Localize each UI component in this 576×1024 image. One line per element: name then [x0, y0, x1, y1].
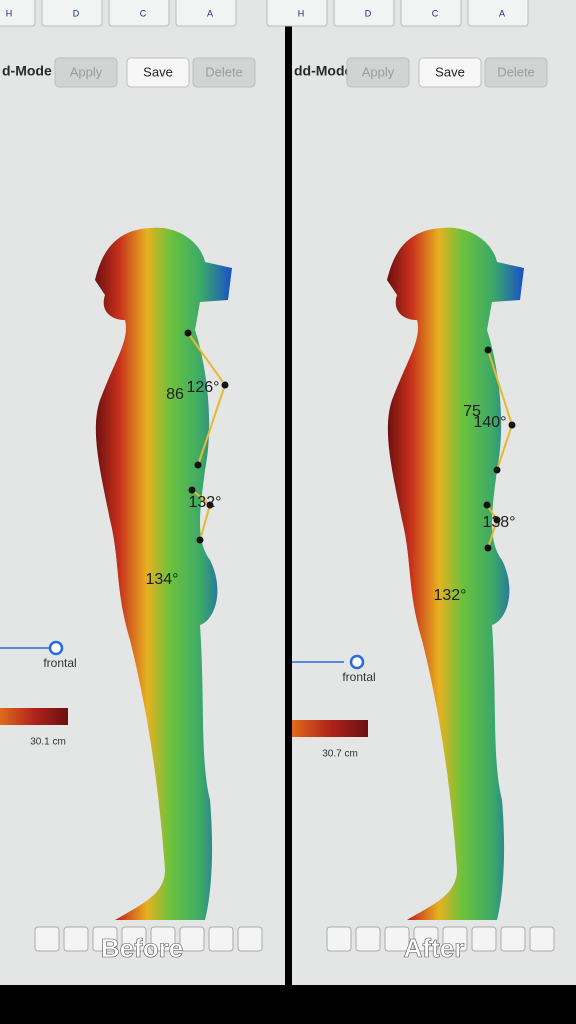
tool-icon-label: D: [73, 8, 80, 18]
tool-button[interactable]: [0, 0, 36, 27]
toolbar-button-label: Save: [143, 64, 173, 79]
landmark-dot: [184, 329, 192, 337]
color-scale: [292, 720, 368, 737]
view-button[interactable]: [34, 926, 60, 952]
body-scan: [95, 227, 232, 920]
scale-label: 30.7 cm: [322, 749, 358, 760]
view-button[interactable]: [63, 926, 89, 952]
tool-icon-label: H: [6, 8, 13, 18]
tool-icon-label: D: [365, 8, 372, 18]
toolbar-button-label: Save: [435, 64, 465, 79]
angle-label: 138°: [482, 514, 515, 531]
mode-label: dd-Mode: [294, 63, 353, 79]
landmark-dot: [221, 381, 229, 389]
caption: Before: [101, 933, 183, 963]
tool-icon-label: A: [499, 8, 505, 18]
landmark-dot: [484, 544, 492, 552]
angle-label: 140°: [473, 414, 506, 431]
view-button[interactable]: [471, 926, 497, 952]
toolbar-button-label: Delete: [205, 64, 243, 79]
angle-label: 75: [463, 403, 481, 420]
angle-label: 134°: [145, 571, 178, 588]
view-button[interactable]: [237, 926, 263, 952]
angle-label: 132°: [188, 494, 221, 511]
angle-label: 132°: [433, 587, 466, 604]
view-button[interactable]: [442, 926, 468, 952]
landmark-dot: [493, 466, 501, 474]
view-button[interactable]: [413, 926, 439, 952]
tool-button[interactable]: [108, 0, 170, 27]
angle-label: 126°: [186, 379, 219, 396]
tool-icon-label: C: [140, 8, 147, 18]
view-button[interactable]: [121, 926, 147, 952]
caption: After: [404, 933, 465, 963]
landmark-dot: [483, 501, 491, 509]
toolbar-button[interactable]: [54, 57, 118, 88]
landmark-dot: [484, 346, 492, 354]
view-button[interactable]: [208, 926, 234, 952]
color-scale: [0, 708, 68, 725]
view-button[interactable]: [355, 926, 381, 952]
tool-button[interactable]: [175, 0, 237, 27]
tool-button[interactable]: [467, 0, 529, 27]
landmark-dot: [206, 501, 214, 509]
landmark-dot: [508, 421, 516, 429]
tool-button[interactable]: [333, 0, 395, 27]
toolbar-button[interactable]: [418, 57, 482, 88]
landmark-dot: [493, 516, 501, 524]
slider-handle[interactable]: [48, 640, 64, 656]
view-button[interactable]: [500, 926, 526, 952]
panel: H D C Ad-Mode Apply Save Delete 86 126° 132° 134° f…: [0, 0, 285, 985]
view-button[interactable]: [326, 926, 352, 952]
tool-icon-label: C: [432, 8, 439, 18]
tool-button[interactable]: [41, 0, 103, 27]
view-button[interactable]: [384, 926, 410, 952]
landmark-dot: [188, 486, 196, 494]
toolbar-button-label: Apply: [362, 64, 395, 79]
view-button[interactable]: [92, 926, 118, 952]
slider-label: frontal: [43, 656, 76, 670]
toolbar-button[interactable]: [192, 57, 256, 88]
tool-icon-label: A: [207, 8, 213, 18]
slider-handle[interactable]: [349, 654, 365, 670]
view-button[interactable]: [179, 926, 205, 952]
toolbar-button[interactable]: [346, 57, 410, 88]
tool-button[interactable]: [266, 0, 328, 27]
tool-button[interactable]: [400, 0, 462, 27]
body-scan: [387, 227, 524, 920]
angle-label: 86: [166, 386, 184, 403]
toolbar-button[interactable]: [484, 57, 548, 88]
slider-label: frontal: [342, 670, 375, 684]
toolbar-button-label: Apply: [70, 64, 103, 79]
toolbar-button[interactable]: [126, 57, 190, 88]
view-button[interactable]: [529, 926, 555, 952]
landmark-dot: [196, 536, 204, 544]
toolbar-button-label: Delete: [497, 64, 535, 79]
landmark-dot: [194, 461, 202, 469]
scale-label: 30.1 cm: [30, 737, 66, 748]
mode-label: d-Mode: [2, 63, 52, 79]
view-button[interactable]: [150, 926, 176, 952]
tool-icon-label: H: [298, 8, 305, 18]
